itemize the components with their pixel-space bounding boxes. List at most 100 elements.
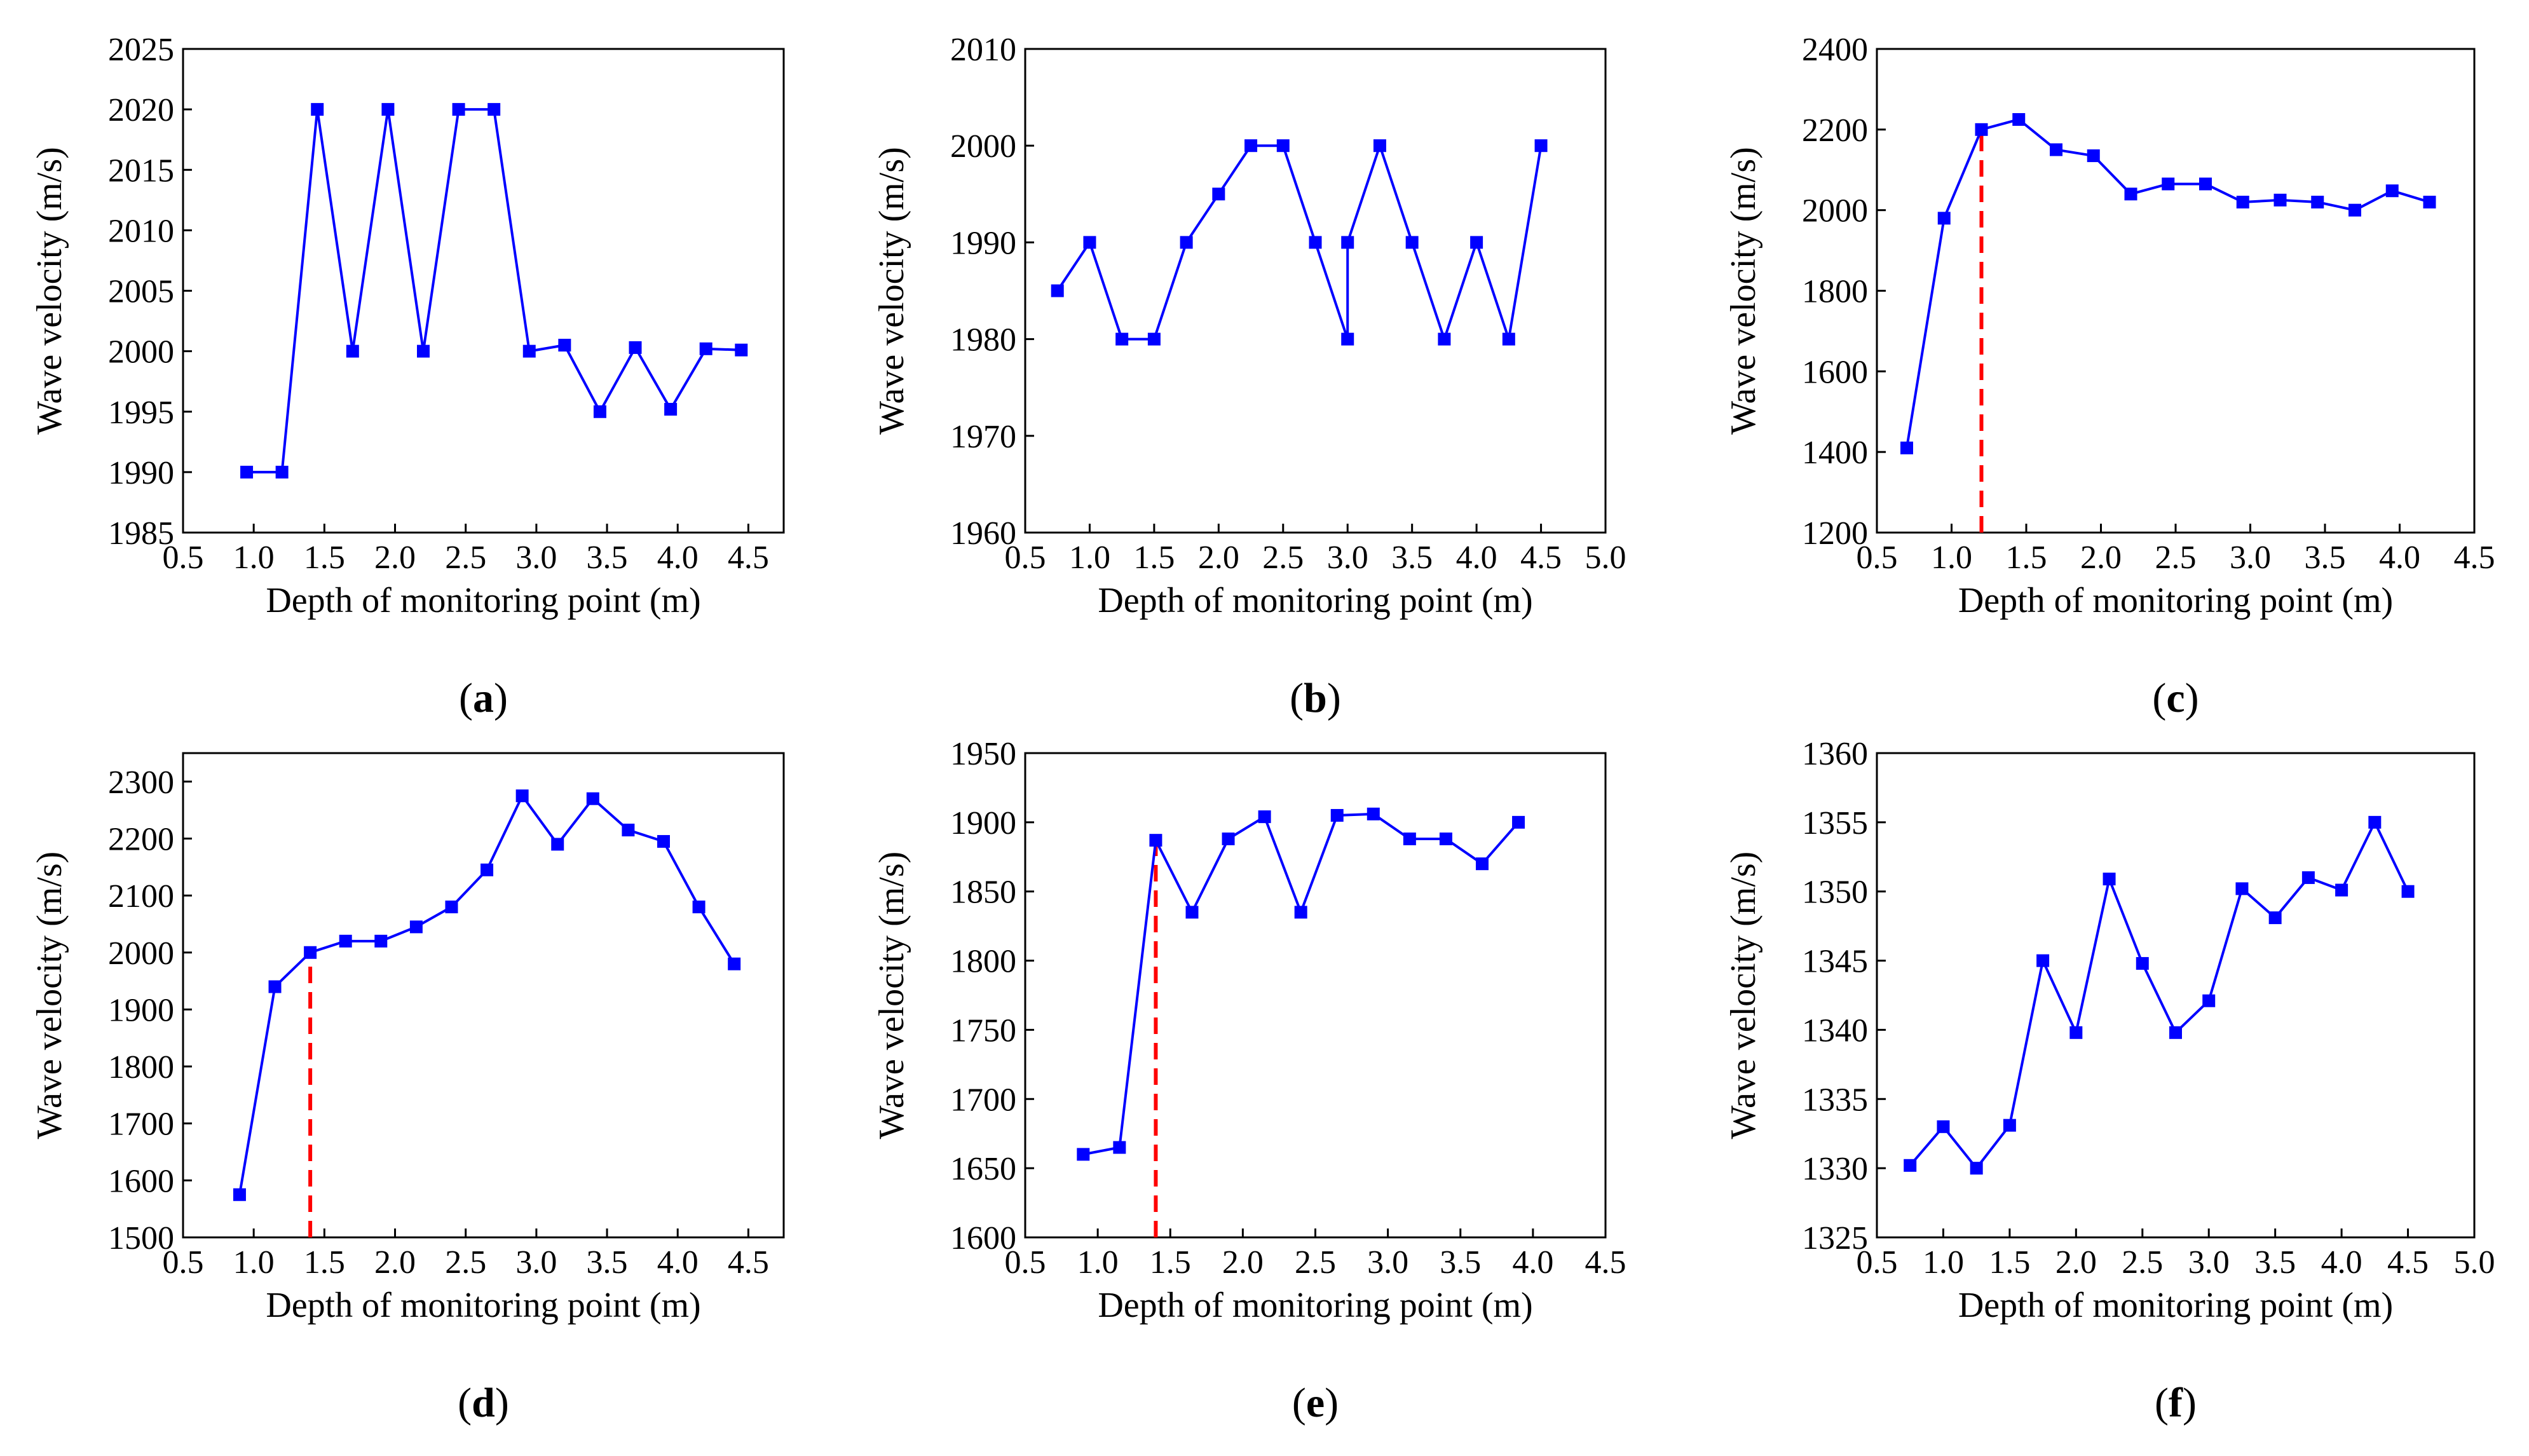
- x-tick-label: 2.0: [1198, 540, 1239, 576]
- x-tick-label: 1.5: [304, 540, 345, 576]
- y-tick-label: 2000: [950, 128, 1016, 165]
- panel-label: (f): [2155, 1380, 2197, 1426]
- data-point: [268, 980, 282, 993]
- data-point: [1051, 284, 1064, 297]
- data-point: [2087, 149, 2100, 163]
- x-tick-label: 1.0: [1923, 1244, 1964, 1281]
- series-line: [1905, 118, 2430, 449]
- data-point: [2012, 112, 2026, 126]
- chart-panel-d: 0.5 1.0 1.5 2.0 2.5 3.0 3.5 4.0 4.5 1500 1600 1700 1…: [30, 752, 785, 1426]
- data-point: [1970, 1162, 1983, 1175]
- data-point: [1904, 1159, 1917, 1172]
- data-point: [409, 920, 423, 934]
- data-point: [2401, 885, 2415, 898]
- y-tick-label: 1900: [950, 805, 1016, 841]
- y-tick-label: 2300: [108, 765, 174, 801]
- x-tick-label: 2.5: [2122, 1244, 2163, 1281]
- data-point: [558, 339, 571, 352]
- x-axis-title: Depth of monitoring point (m): [266, 581, 700, 620]
- x-tick-label: 3.0: [515, 1244, 557, 1281]
- y-tick-label: 1400: [1802, 435, 1868, 471]
- y-tick-label: 2015: [108, 153, 174, 189]
- y-tick-label: 1200: [1802, 515, 1868, 552]
- x-tick-label: 4.0: [1456, 540, 1497, 576]
- y-tick-label: 1980: [950, 322, 1016, 358]
- x-tick-label: 2.0: [2080, 540, 2122, 576]
- y-tick-label: 2010: [108, 213, 174, 249]
- x-tick-label: 1.5: [2006, 540, 2047, 576]
- x-tick-label: 2.0: [2055, 1244, 2097, 1281]
- y-tick-label: 1960: [950, 515, 1016, 552]
- y-axis-title: Wave velocity (m/s): [872, 852, 911, 1140]
- data-point: [1367, 807, 1380, 820]
- y-tick-label: 1985: [108, 515, 174, 552]
- data-point: [1937, 1120, 1950, 1133]
- x-axis-title: Depth of monitoring point (m): [1098, 1286, 1532, 1325]
- plot-frame: [182, 48, 785, 534]
- data-point: [629, 341, 642, 354]
- data-point: [2124, 187, 2137, 201]
- y-tick-label: 1800: [108, 1049, 174, 1085]
- data-point: [1341, 332, 1354, 346]
- data-point: [2385, 184, 2399, 198]
- data-point: [2036, 954, 2050, 967]
- x-tick-label: 3.5: [587, 1244, 628, 1281]
- x-axis-title: Depth of monitoring point (m): [1958, 581, 2393, 620]
- x-tick-label: 4.0: [2321, 1244, 2362, 1281]
- y-tick-label: 2000: [1802, 193, 1868, 229]
- x-tick-label: 0.5: [1005, 540, 1046, 576]
- y-tick-label: 2025: [108, 32, 174, 68]
- panel-label: (c): [2152, 675, 2198, 721]
- data-point: [304, 946, 317, 959]
- data-point: [1149, 834, 1162, 847]
- data-point: [2069, 1026, 2083, 1039]
- x-tick-label: 1.0: [1931, 540, 1972, 576]
- data-point: [1244, 139, 1258, 153]
- data-point: [1470, 236, 1483, 249]
- y-tick-label: 1350: [1802, 874, 1868, 911]
- y-tick-label: 1950: [950, 736, 1016, 772]
- panel-label: (d): [458, 1380, 509, 1426]
- x-tick-label: 2.5: [445, 1244, 486, 1281]
- y-axis-title: Wave velocity (m/s): [30, 147, 69, 435]
- data-point: [1180, 236, 1193, 249]
- data-point: [2169, 1026, 2182, 1039]
- data-point: [2162, 177, 2175, 191]
- data-point: [1222, 832, 1235, 845]
- data-point: [699, 342, 712, 355]
- data-point: [381, 103, 395, 116]
- y-tick-label: 1800: [1802, 274, 1868, 310]
- panel-letter: b: [1304, 675, 1327, 721]
- y-tick-label: 1325: [1802, 1220, 1868, 1256]
- data-point: [622, 824, 635, 837]
- data-point: [346, 344, 359, 358]
- x-tick-label: 3.0: [2230, 540, 2271, 576]
- x-axis-title: Depth of monitoring point (m): [1958, 1286, 2393, 1325]
- x-tick-label: 1.5: [1133, 540, 1175, 576]
- x-tick-label: 3.5: [2305, 540, 2346, 576]
- x-tick-label: 2.0: [374, 1244, 416, 1281]
- x-tick-label: 2.5: [445, 540, 486, 576]
- series-line: [1909, 820, 2410, 1170]
- x-tick-label: 3.5: [1391, 540, 1433, 576]
- y-tick-label: 2005: [108, 274, 174, 310]
- plot-frame: [1024, 48, 1607, 534]
- x-tick-label: 1.0: [1077, 1244, 1119, 1281]
- y-tick-label: 2100: [108, 878, 174, 915]
- x-tick-label: 1.0: [233, 1244, 275, 1281]
- y-tick-label: 2000: [108, 936, 174, 972]
- data-point: [487, 103, 501, 116]
- x-tick-label: 3.0: [1327, 540, 1368, 576]
- y-tick-label: 2000: [108, 334, 174, 371]
- x-tick-label: 3.5: [1440, 1244, 1481, 1281]
- x-tick-label: 3.0: [515, 540, 557, 576]
- chart-panel-a: 0.5 1.0 1.5 2.0 2.5 3.0 3.5 4.0 4.5 1985 1990 1995 2…: [30, 32, 785, 721]
- panel-letter: e: [1306, 1380, 1325, 1426]
- x-tick-label: 4.5: [2454, 540, 2495, 576]
- x-tick-label: 4.0: [657, 1244, 699, 1281]
- x-tick-label: 4.5: [728, 1244, 769, 1281]
- data-point: [735, 343, 748, 357]
- data-point: [2003, 1119, 2016, 1132]
- x-tick-label: 4.5: [1520, 540, 1562, 576]
